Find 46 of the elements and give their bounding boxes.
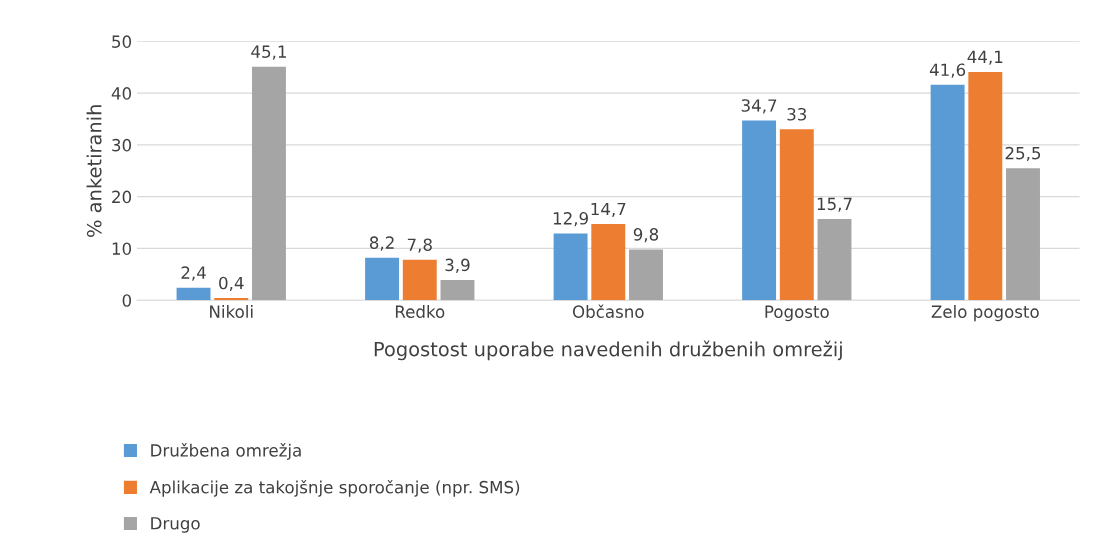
x-axis-title: Pogostost uporabe navedenih družbenih omrežij bbox=[374, 340, 842, 361]
bar bbox=[930, 84, 965, 301]
bar bbox=[629, 249, 663, 301]
data-label: 0,4 bbox=[219, 276, 244, 292]
data-label: 15,7 bbox=[817, 197, 852, 212]
bar bbox=[1006, 168, 1040, 301]
data-label: 33 bbox=[787, 107, 807, 121]
data-label: 3,9 bbox=[445, 258, 470, 273]
bar bbox=[214, 298, 249, 301]
data-label: 8,2 bbox=[369, 236, 394, 251]
y-tick-label: 10 bbox=[112, 242, 132, 255]
x-tick-label: Zelo pogosto bbox=[931, 305, 1039, 322]
bar bbox=[779, 129, 814, 301]
bar bbox=[440, 280, 475, 301]
data-label: 45,1 bbox=[251, 45, 286, 60]
data-label: 34,7 bbox=[741, 99, 777, 114]
y-tick-label: 30 bbox=[112, 138, 132, 152]
bar bbox=[365, 257, 400, 301]
y-axis-title: % anketiranih bbox=[86, 105, 102, 237]
x-tick-label: Pogosto bbox=[765, 305, 829, 322]
bar bbox=[176, 287, 211, 301]
x-tick-label: Občasno bbox=[572, 304, 644, 318]
y-tick-label: 0 bbox=[122, 294, 132, 307]
data-label: 9,8 bbox=[633, 228, 659, 243]
legend-label: Družbena omrežja bbox=[151, 443, 301, 460]
y-tick-label: 50 bbox=[112, 35, 132, 48]
bar bbox=[553, 233, 588, 301]
data-label: 25,5 bbox=[1005, 146, 1041, 162]
bar bbox=[251, 66, 286, 301]
data-label: 2,4 bbox=[181, 266, 206, 281]
data-label: 44,1 bbox=[967, 50, 1003, 65]
bar bbox=[968, 71, 1003, 301]
x-tick-label: Nikoli bbox=[210, 305, 253, 318]
x-tick-label: Redko bbox=[395, 305, 445, 318]
bar bbox=[817, 218, 852, 301]
data-label: 7,8 bbox=[407, 238, 432, 253]
y-tick-label: 20 bbox=[112, 190, 132, 204]
data-label: 41,6 bbox=[929, 63, 966, 78]
data-label: 12,9 bbox=[553, 212, 588, 227]
legend-label: Aplikacije za takojšnje sporočanje (npr. SMS) bbox=[149, 479, 520, 497]
legend-label: Drugo bbox=[151, 517, 200, 533]
data-label: 14,7 bbox=[591, 202, 626, 218]
y-tick-label: 40 bbox=[111, 87, 132, 100]
bar bbox=[742, 120, 777, 301]
bar bbox=[591, 224, 626, 301]
bar bbox=[402, 259, 437, 301]
